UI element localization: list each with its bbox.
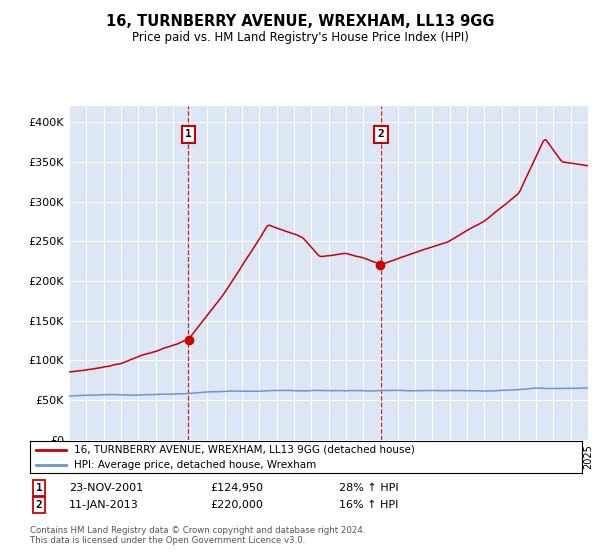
Text: 16% ↑ HPI: 16% ↑ HPI bbox=[339, 500, 398, 510]
Text: 23-NOV-2001: 23-NOV-2001 bbox=[69, 483, 143, 493]
Text: Contains HM Land Registry data © Crown copyright and database right 2024.: Contains HM Land Registry data © Crown c… bbox=[30, 526, 365, 535]
Text: £124,950: £124,950 bbox=[210, 483, 263, 493]
Text: 16, TURNBERRY AVENUE, WREXHAM, LL13 9GG (detached house): 16, TURNBERRY AVENUE, WREXHAM, LL13 9GG … bbox=[74, 445, 415, 455]
Text: 1: 1 bbox=[35, 483, 43, 493]
Text: HPI: Average price, detached house, Wrexham: HPI: Average price, detached house, Wrex… bbox=[74, 460, 316, 470]
Text: 16, TURNBERRY AVENUE, WREXHAM, LL13 9GG: 16, TURNBERRY AVENUE, WREXHAM, LL13 9GG bbox=[106, 14, 494, 29]
Text: 28% ↑ HPI: 28% ↑ HPI bbox=[339, 483, 398, 493]
Text: Price paid vs. HM Land Registry's House Price Index (HPI): Price paid vs. HM Land Registry's House … bbox=[131, 31, 469, 44]
Text: This data is licensed under the Open Government Licence v3.0.: This data is licensed under the Open Gov… bbox=[30, 536, 305, 545]
Text: 1: 1 bbox=[185, 129, 192, 139]
Text: £220,000: £220,000 bbox=[210, 500, 263, 510]
Text: 2: 2 bbox=[378, 129, 385, 139]
Text: 2: 2 bbox=[35, 500, 43, 510]
Text: 11-JAN-2013: 11-JAN-2013 bbox=[69, 500, 139, 510]
